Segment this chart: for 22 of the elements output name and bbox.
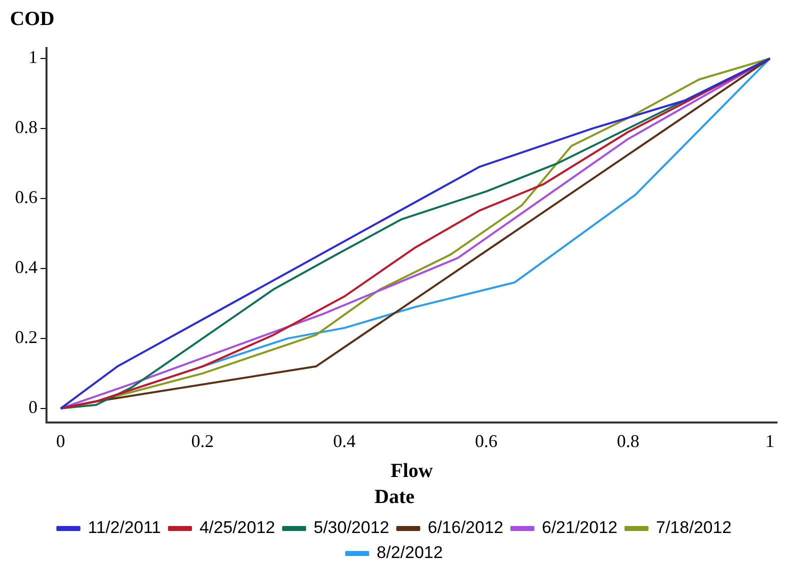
legend-label: 6/16/2012 <box>428 518 504 538</box>
x-tick-label: 0.4 <box>333 430 356 451</box>
legend-label: 4/25/2012 <box>199 518 276 538</box>
y-tick-label: 0.6 <box>15 187 38 208</box>
y-tick-label: 0.4 <box>15 257 38 278</box>
x-axis-title: Flow <box>390 460 434 482</box>
y-tick-label: 0.2 <box>15 327 38 348</box>
y-tick-label: 0 <box>28 397 38 418</box>
legend-label: 11/2/2011 <box>88 518 161 538</box>
y-axis-title: COD <box>10 8 54 30</box>
legend-label: 7/18/2012 <box>656 518 732 538</box>
legend-label: 6/21/2012 <box>542 518 618 538</box>
legend-label: 8/2/2012 <box>376 543 443 562</box>
legend-label: 5/30/2012 <box>314 518 390 538</box>
x-tick-label: 1 <box>765 430 774 451</box>
x-tick-label: 0.6 <box>474 430 498 451</box>
legend-title: Date <box>374 486 415 508</box>
y-tick-label: 1 <box>28 47 38 68</box>
x-tick-label: 0 <box>56 430 66 451</box>
x-tick-label: 0.8 <box>616 430 640 451</box>
x-tick-label: 0.2 <box>191 430 214 451</box>
y-tick-label: 0.8 <box>15 117 38 138</box>
